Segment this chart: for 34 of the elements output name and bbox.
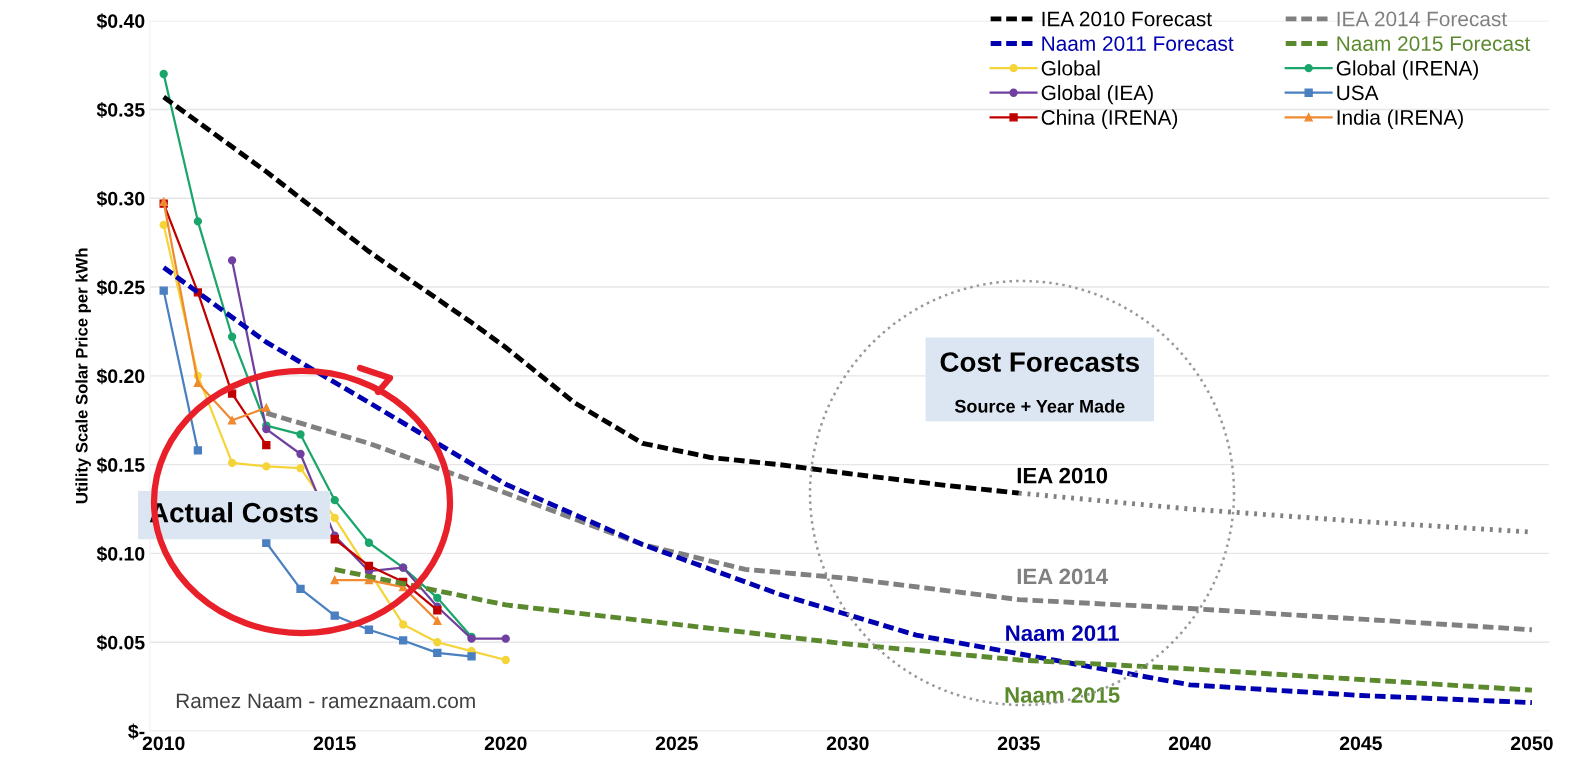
y-tick-label: $0.15 [96, 457, 145, 474]
y-tick-label: $0.35 [96, 102, 145, 118]
x-tick-label: 2040 [1168, 736, 1211, 751]
legend-label: Naam 2011 Forecast [1042, 36, 1234, 51]
legend-label: IEA 2014 Forecast [1337, 11, 1507, 27]
y-tick-label: $0.25 [96, 279, 145, 296]
y-tick-label: $0.20 [96, 368, 145, 385]
legend-label: Global [1041, 60, 1100, 76]
annotation: Ramez Naam - rameznaam.com [176, 693, 475, 709]
y-tick-label: $0.40 [96, 13, 145, 30]
annotation: Naam 2011 [1006, 625, 1119, 642]
legend-label: IEA 2010 Forecast [1042, 11, 1212, 27]
y-tick-label: $0.10 [96, 546, 145, 562]
y-axis-title: Utility Scale Solar Price per kWh [75, 248, 91, 504]
annotation: Naam 2015 [1005, 687, 1120, 703]
annotation: IEA 2014 [1017, 568, 1108, 585]
legend-label: Global (IEA) [1041, 84, 1153, 105]
legend-label: China (IRENA) [1041, 109, 1178, 129]
y-tick-label: $0.30 [96, 190, 145, 207]
x-tick-label: 2025 [655, 736, 698, 751]
x-tick-label: 2020 [484, 736, 527, 751]
x-tick-label: 2035 [997, 736, 1040, 751]
annotation: IEA 2010 [1017, 467, 1108, 484]
legend-label: Naam 2015 Forecast [1337, 36, 1531, 51]
y-tick-label: $0.05 [96, 634, 145, 651]
legend-label: USA [1337, 85, 1379, 101]
legend-label: India (IRENA) [1337, 109, 1463, 129]
legend-label: Global (IRENA) [1336, 60, 1478, 80]
x-tick-label: 2030 [826, 736, 869, 751]
annotation: Source + Year Made [954, 399, 1125, 413]
x-tick-label: 2045 [1339, 736, 1382, 751]
x-tick-label: 2050 [1510, 736, 1553, 751]
annotation: Cost Forecasts [940, 352, 1139, 372]
x-tick-label: 2015 [313, 736, 356, 751]
